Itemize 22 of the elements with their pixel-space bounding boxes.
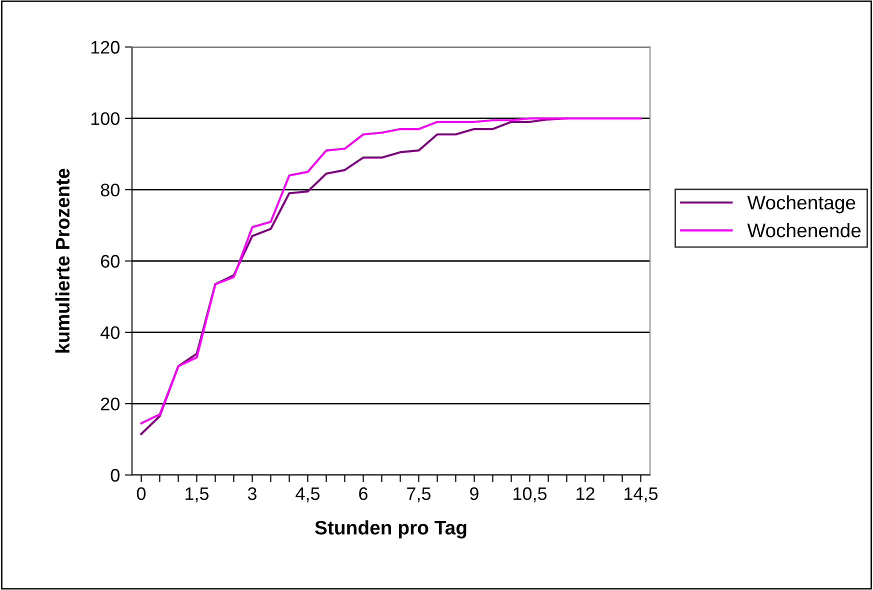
x-tick-label: 6: [359, 487, 368, 500]
y-tick-label: 120: [91, 40, 120, 54]
x-tick-label: 1,5: [186, 487, 209, 502]
legend-label: Wochenende: [747, 223, 861, 238]
legend-label: Wochentage: [747, 195, 856, 214]
x-tick-label: 9: [470, 487, 478, 500]
y-tick-label: 60: [101, 254, 120, 268]
x-tick-label: 0: [136, 487, 146, 500]
y-tick-label: 40: [100, 326, 120, 340]
y-tick-label: 100: [91, 112, 120, 126]
x-tick-label: 7,5: [407, 487, 431, 502]
x-axis-title: Stunden pro Tag: [315, 520, 466, 539]
y-axis-title: kumulierte Prozente: [55, 168, 70, 353]
line-series: [140, 117, 642, 424]
x-tick-label: 3: [248, 487, 256, 500]
y-tick-label: 80: [100, 184, 120, 196]
x-tick-label: 12: [576, 487, 594, 500]
x-tick-label: 14,5: [624, 487, 658, 502]
y-tick-label: 20: [101, 398, 120, 410]
x-tick-label: 4,5: [296, 487, 320, 502]
y-tick-label: 0: [110, 468, 120, 482]
x-tick-label: 10,5: [514, 487, 547, 502]
